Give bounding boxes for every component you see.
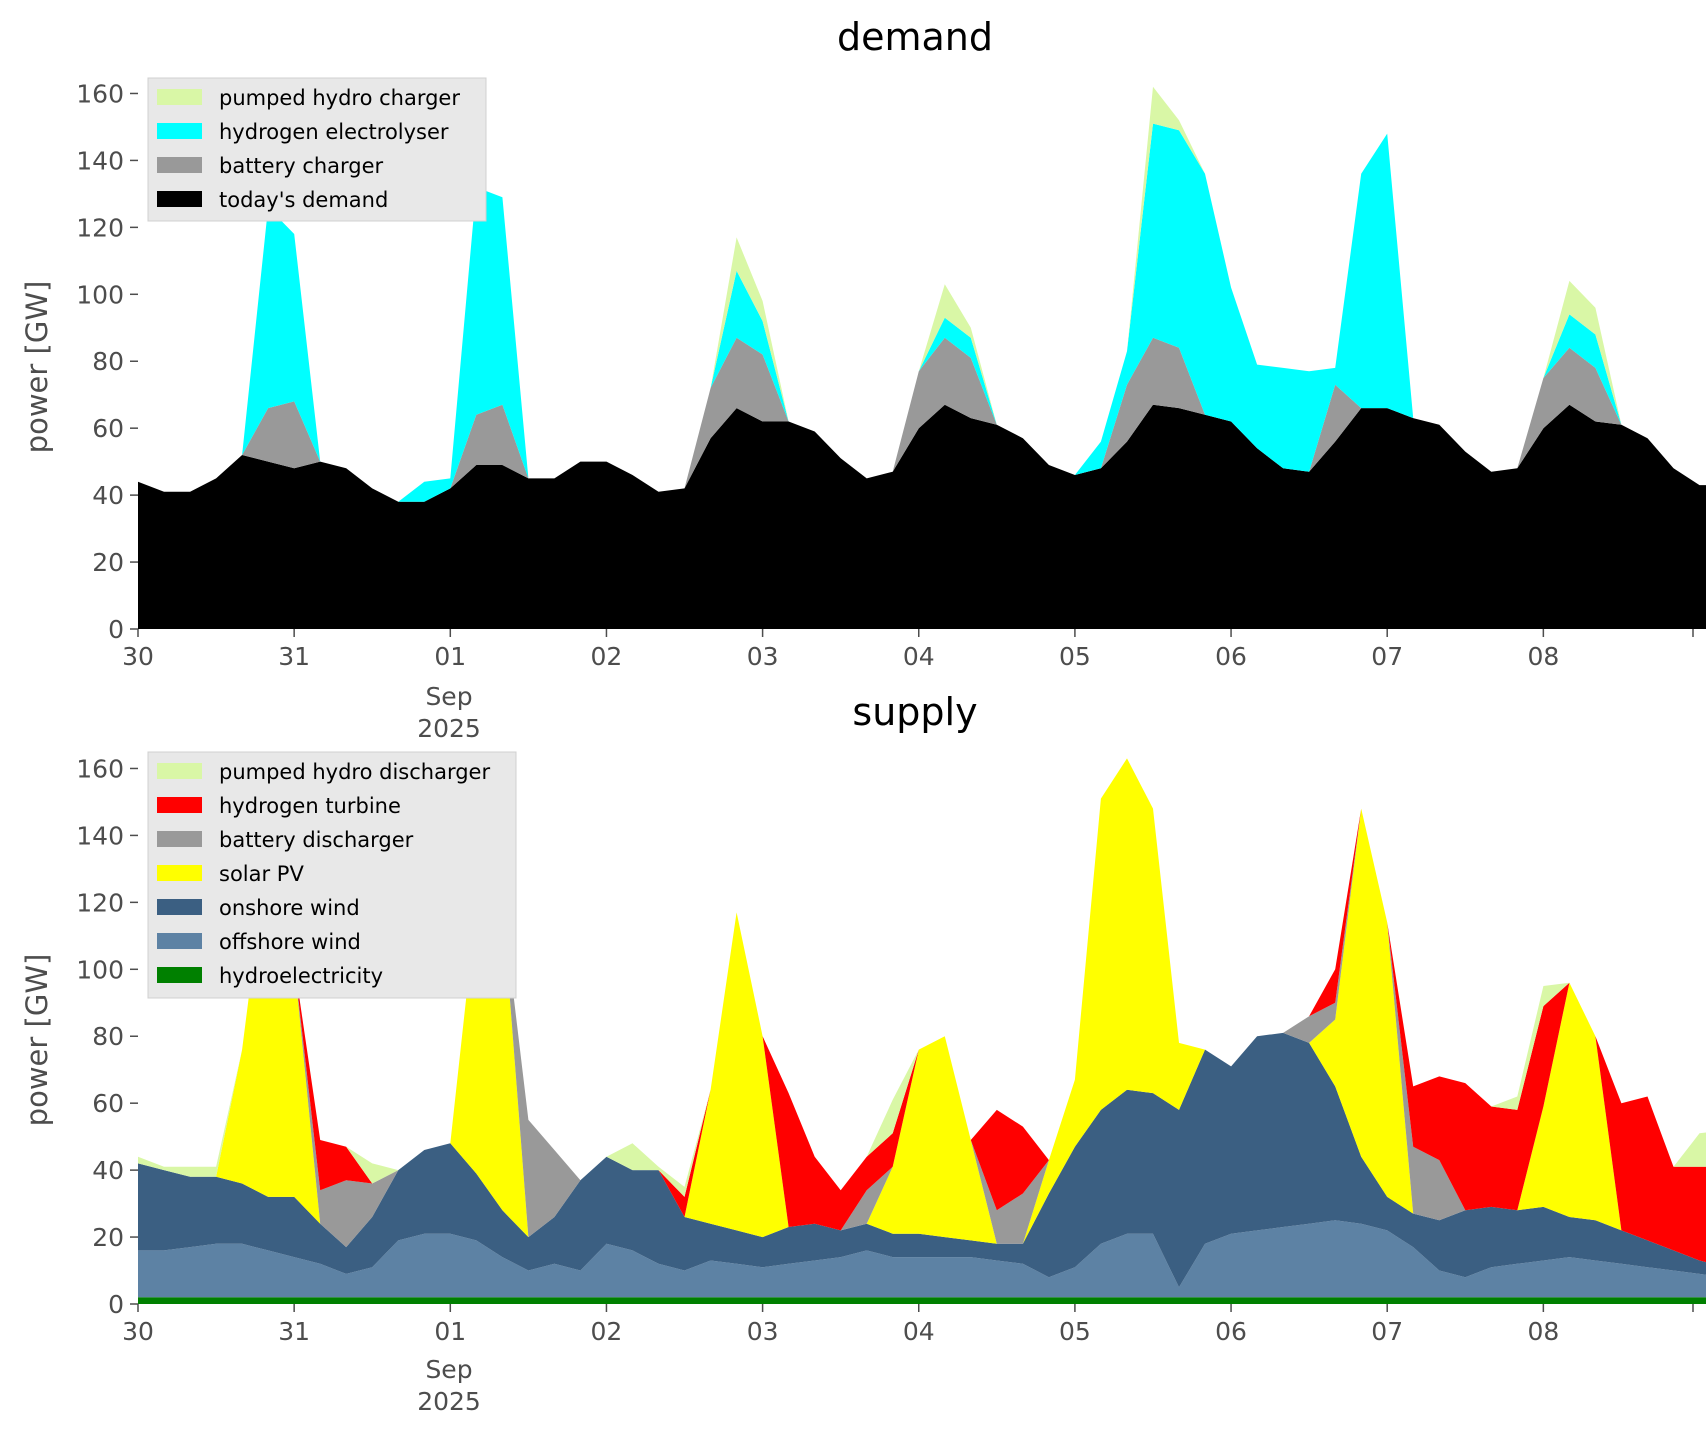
y-tick-label: 120	[76, 888, 124, 917]
x-tick-label: 01	[434, 642, 466, 671]
supply-panel: supply power [GW] 020406080100120140160 …	[20, 690, 1706, 1416]
y-tick-label: 40	[92, 1156, 124, 1185]
supply-legend: pumped hydro discharger hydrogen turbine…	[147, 751, 517, 999]
demand-year-label: 2025	[417, 714, 481, 743]
series-area-battery-discharger	[138, 758, 1706, 1263]
y-tick-label: 0	[108, 1290, 124, 1319]
y-tick-label: 20	[92, 1223, 124, 1252]
x-tick-label: 07	[1371, 1317, 1403, 1346]
y-tick-label: 140	[76, 146, 124, 175]
supply-year-label: 2025	[417, 1387, 481, 1416]
legend-label-offshore-wind: offshore wind	[219, 930, 361, 954]
x-tick-label: 04	[903, 642, 935, 671]
legend-swatch-offshore-wind	[157, 933, 202, 949]
x-tick-label: 05	[1059, 1317, 1091, 1346]
x-tick-label: 04	[903, 1317, 935, 1346]
x-tick-label: 05	[1059, 642, 1091, 671]
x-tick-label: 06	[1215, 642, 1247, 671]
series-area-hydroelectricity	[138, 1297, 1706, 1304]
y-tick-label: 160	[76, 79, 124, 108]
legend-swatch-hydrogen-turbine	[157, 797, 202, 813]
x-tick-label: 03	[747, 1317, 779, 1346]
legend-swatch-pumped-hydro-discharger	[157, 763, 202, 779]
y-tick-label: 60	[92, 1089, 124, 1118]
legend-label-solar-pv: solar PV	[219, 862, 304, 886]
legend-label-pumped-hydro-charger: pumped hydro charger	[219, 86, 460, 110]
y-tick-label: 80	[92, 347, 124, 376]
y-tick-label: 40	[92, 481, 124, 510]
legend-swatch-hydrogen-electrolyser	[157, 123, 202, 139]
supply-title: supply	[852, 690, 977, 734]
x-tick-label: 30	[122, 642, 154, 671]
legend-swatch-todays-demand	[157, 191, 202, 207]
series-area-battery-charger	[138, 337, 1706, 502]
legend-swatch-battery-discharger	[157, 831, 202, 847]
legend-swatch-solar-pv	[157, 865, 202, 881]
series-area-onshore-wind	[138, 1032, 1706, 1288]
legend-label-hydrogen-turbine: hydrogen turbine	[219, 794, 401, 818]
y-tick-label: 80	[92, 1022, 124, 1051]
y-tick-label: 160	[76, 754, 124, 783]
legend-label-hydroelectricity: hydroelectricity	[219, 964, 383, 988]
legend-label-onshore-wind: onshore wind	[219, 896, 360, 920]
legend-swatch-hydroelectricity	[157, 967, 202, 983]
x-tick-label: 31	[278, 642, 310, 671]
legend-label-battery-discharger: battery discharger	[219, 828, 414, 852]
y-tick-label: 120	[76, 213, 124, 242]
x-tick-label: 08	[1527, 1317, 1559, 1346]
x-tick-label: 30	[122, 1317, 154, 1346]
x-tick-label: 02	[591, 1317, 623, 1346]
y-tick-label: 0	[108, 615, 124, 644]
demand-x-axis: Sep 2025 30 31 01 02 03 04 05 06 07 08	[122, 629, 1694, 743]
series-area-hydrogen-electrolyser	[138, 123, 1706, 502]
y-tick-label: 140	[76, 821, 124, 850]
supply-x-axis: Sep 2025 30 31 01 02 03 04 05 06 07 08	[122, 1304, 1694, 1416]
demand-y-axis: 0 20 40 60 80 100 120 140 160	[76, 79, 138, 644]
legend-label-battery-charger: battery charger	[219, 154, 384, 178]
legend-swatch-pumped-hydro-charger	[157, 89, 202, 105]
x-tick-label: 02	[591, 642, 623, 671]
supply-areas	[138, 758, 1706, 1304]
x-tick-label: 01	[434, 1317, 466, 1346]
legend-swatch-onshore-wind	[157, 899, 202, 915]
demand-legend-box	[147, 77, 487, 222]
supply-y-axis: 0 20 40 60 80 100 120 140 160	[76, 754, 138, 1319]
supply-ylabel: power [GW]	[20, 954, 54, 1127]
x-tick-label: 07	[1371, 642, 1403, 671]
demand-panel: demand power [GW] 020406080100120140160 …	[20, 15, 1706, 743]
legend-label-hydrogen-electrolyser: hydrogen electrolyser	[219, 120, 449, 144]
x-tick-label: 06	[1215, 1317, 1247, 1346]
demand-month-label: Sep	[425, 682, 472, 711]
legend-label-pumped-hydro-discharger: pumped hydro discharger	[219, 760, 490, 784]
x-tick-label: 31	[278, 1317, 310, 1346]
demand-areas	[138, 86, 1706, 629]
demand-legend: pumped hydro charger hydrogen electrolys…	[147, 77, 487, 222]
series-area-today-s-demand	[138, 404, 1706, 629]
supply-legend-box	[147, 751, 517, 999]
y-tick-label: 100	[76, 280, 124, 309]
legend-label-todays-demand: today's demand	[219, 188, 388, 212]
y-tick-label: 100	[76, 955, 124, 984]
demand-ylabel: power [GW]	[20, 281, 54, 454]
demand-title: demand	[837, 15, 993, 59]
x-tick-label: 03	[747, 642, 779, 671]
y-tick-label: 60	[92, 414, 124, 443]
legend-swatch-battery-charger	[157, 157, 202, 173]
x-tick-label: 08	[1527, 642, 1559, 671]
series-area-solar-pv	[138, 758, 1706, 1263]
y-tick-label: 20	[92, 548, 124, 577]
series-area-offshore-wind	[138, 1220, 1706, 1298]
supply-month-label: Sep	[425, 1355, 472, 1384]
